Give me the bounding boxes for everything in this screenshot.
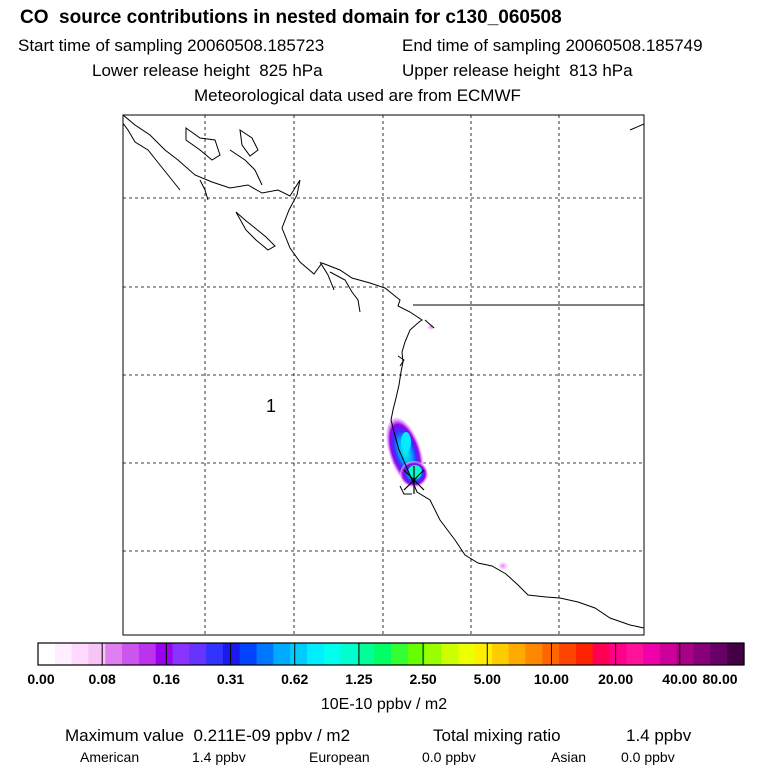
colorbar-tick-label: 0.62 <box>281 671 309 687</box>
colorbar-cell <box>592 643 611 665</box>
asian-label: Asian <box>551 749 587 765</box>
colorbar-cell <box>155 643 174 665</box>
met-data-text: Meteorological data used are from ECMWF <box>194 86 521 105</box>
map-gridlines <box>123 115 644 635</box>
colorbar-tick-label: 10.00 <box>533 671 569 687</box>
colorbar-tick-label: 0.31 <box>216 671 245 687</box>
colorbar-cell <box>105 643 123 665</box>
colorbar-cell <box>391 643 409 665</box>
x-cross-icon <box>403 466 425 494</box>
colorbar-cell <box>693 643 711 665</box>
colorbar-cell <box>54 643 73 665</box>
region-label: 1 <box>266 396 277 416</box>
colorbar-cell <box>374 643 392 665</box>
colorbar-cell <box>122 643 140 665</box>
colorbar-cell <box>508 643 527 665</box>
end-sampling-text: End time of sampling 20060508.185749 <box>402 36 703 55</box>
colorbar-cell <box>290 643 308 665</box>
colorbar-units: 10E-10 ppbv / m2 <box>320 696 448 713</box>
colorbar-cell <box>491 643 510 665</box>
colorbar-tick-label: 5.00 <box>473 671 501 687</box>
colorbar-cell <box>189 643 207 665</box>
asian-value: 0.0 ppbv <box>621 749 675 765</box>
colorbar-cell <box>727 643 745 665</box>
map-title: CO source contributions in nested domain… <box>20 7 562 28</box>
colorbar-cell <box>38 643 56 665</box>
colorbar-cell <box>88 643 106 665</box>
colorbar-cell <box>609 643 627 665</box>
colorbar-cell <box>407 643 426 665</box>
colorbar-cell <box>643 643 661 665</box>
colorbar-tick-label: 0.00 <box>27 671 55 687</box>
colorbar-cell <box>424 643 443 665</box>
colorbar-cell <box>458 643 476 665</box>
colorbar-cell <box>172 643 190 665</box>
colorbar-cell <box>575 643 594 665</box>
colorbar-tick-label: 20.00 <box>598 671 634 687</box>
colorbar-cell <box>559 643 577 665</box>
colorbar-border <box>37 642 745 666</box>
colorbar-cells <box>38 643 745 665</box>
colorbar-tick-label: 40.00 <box>662 671 698 687</box>
colorbar-cell <box>676 643 695 665</box>
colorbar-cell <box>256 643 274 665</box>
colorbar-cell <box>357 643 375 665</box>
american-value: 1.4 ppbv <box>192 749 246 765</box>
colorbar-cell <box>222 643 241 665</box>
lower-release-text: Lower release height 825 hPa <box>92 61 323 80</box>
upper-release-text: Upper release height 813 hPa <box>402 61 633 80</box>
colorbar-cell <box>206 643 224 665</box>
colorbar-cell <box>323 643 342 665</box>
colorbar-cell <box>71 643 90 665</box>
american-label: American <box>80 749 140 765</box>
colorbar-cell <box>441 643 459 665</box>
colorbar-cell <box>475 643 493 665</box>
colorbar-tick-label: 0.08 <box>88 671 116 687</box>
max-value-text: Maximum value 0.211E-09 ppbv / m2 <box>65 726 351 745</box>
colorbar-ticks <box>101 643 681 665</box>
total-mixing-value: 1.4 ppbv <box>626 726 692 745</box>
colorbar-tick-label: 1.25 <box>345 671 373 687</box>
start-sampling-text: Start time of sampling 20060508.185723 <box>18 36 325 55</box>
colorbar-tick-label: 2.50 <box>409 671 437 687</box>
colorbar-cell <box>659 643 678 665</box>
european-value: 0.0 ppbv <box>422 749 476 765</box>
colorbar-tick-label: 0.16 <box>152 671 180 687</box>
colorbar-cell <box>306 643 325 665</box>
colorbar-cell <box>138 643 157 665</box>
coastlines <box>123 115 644 629</box>
colorbar-tick-label: 80.00 <box>702 671 738 687</box>
colorbar-cell <box>525 643 543 665</box>
colorbar-cell <box>239 643 258 665</box>
colorbar-cell <box>710 643 728 665</box>
colorbar-cell <box>273 643 291 665</box>
colorbar-cell <box>340 643 358 665</box>
european-label: European <box>309 749 370 765</box>
colorbar-cell <box>626 643 644 665</box>
total-mixing-label: Total mixing ratio <box>433 726 561 745</box>
